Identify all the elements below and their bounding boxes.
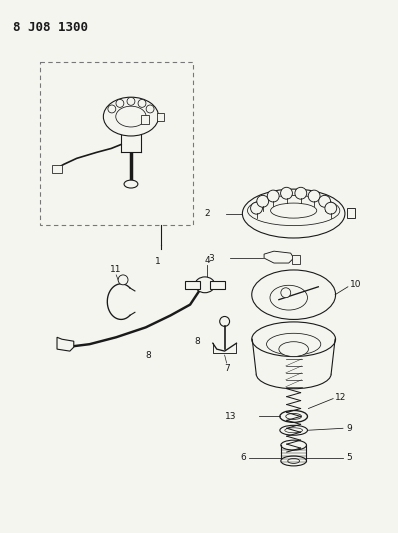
Ellipse shape [280,425,308,435]
Ellipse shape [281,456,306,466]
Ellipse shape [242,189,345,238]
Text: 10: 10 [350,280,361,289]
Bar [141,115,149,125]
Circle shape [127,98,135,106]
Bar [156,112,164,120]
Circle shape [108,105,116,113]
Ellipse shape [103,97,158,136]
Ellipse shape [288,458,300,463]
Bar [292,255,300,264]
Text: 12: 12 [335,393,346,402]
Ellipse shape [195,277,215,293]
Ellipse shape [270,285,308,310]
Bar [185,281,200,289]
Text: 8 J08 1300: 8 J08 1300 [13,21,88,34]
Text: 9: 9 [346,424,352,433]
Circle shape [281,187,293,199]
Ellipse shape [124,180,138,188]
Circle shape [325,202,337,214]
Text: 8: 8 [194,337,200,346]
Circle shape [319,195,330,207]
Circle shape [257,195,269,207]
Ellipse shape [280,410,308,422]
Bar [40,62,193,225]
Ellipse shape [271,203,317,218]
Ellipse shape [279,342,308,357]
Circle shape [138,100,146,107]
Circle shape [295,187,307,199]
Bar [210,281,224,289]
Text: 4: 4 [204,256,210,265]
Ellipse shape [281,440,306,450]
Text: 2: 2 [204,209,210,218]
Circle shape [267,190,279,202]
Text: 1: 1 [155,257,160,266]
Ellipse shape [267,333,321,355]
Circle shape [220,317,230,326]
Ellipse shape [286,414,302,419]
Circle shape [116,100,124,107]
Text: 7: 7 [224,364,230,373]
Ellipse shape [252,270,336,319]
Ellipse shape [116,106,146,127]
Circle shape [281,288,291,297]
Text: 11: 11 [110,265,122,274]
Ellipse shape [285,428,302,433]
Text: 8: 8 [146,351,152,360]
Polygon shape [264,251,294,263]
Ellipse shape [252,322,336,357]
Bar [347,208,355,217]
Circle shape [146,105,154,113]
Polygon shape [57,337,74,351]
Text: 5: 5 [346,454,352,463]
Ellipse shape [248,196,340,225]
Polygon shape [52,165,62,173]
Circle shape [308,190,320,202]
Circle shape [251,202,262,214]
Text: 6: 6 [240,454,246,463]
Text: 3: 3 [208,254,214,263]
Circle shape [118,275,128,285]
Text: 13: 13 [224,412,236,421]
